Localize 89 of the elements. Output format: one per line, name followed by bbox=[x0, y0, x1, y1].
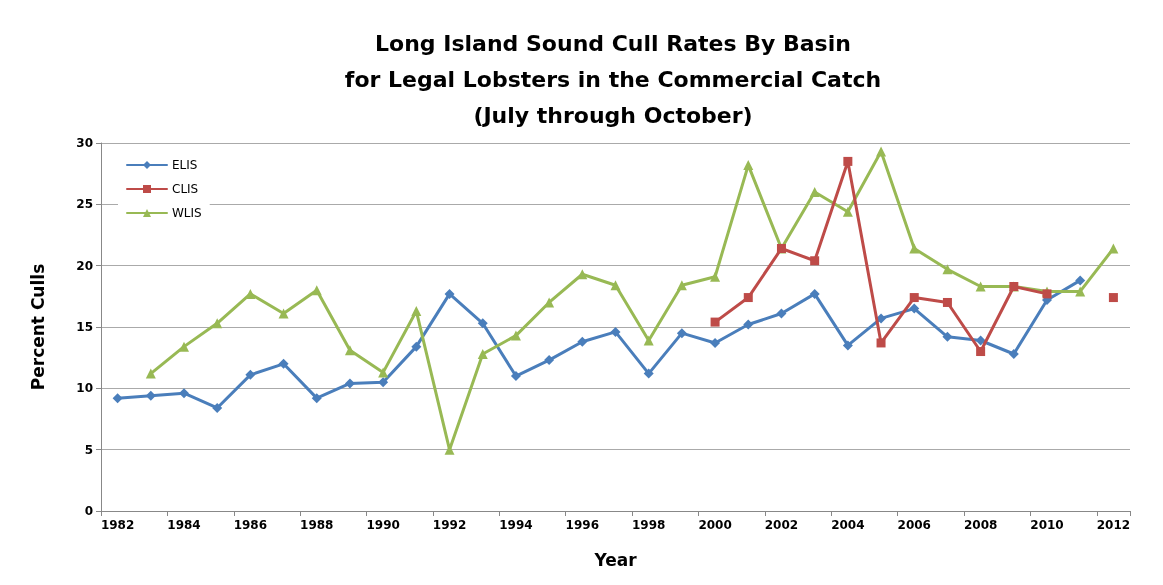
y-tick-label: 30 bbox=[76, 136, 93, 150]
point bbox=[676, 328, 687, 339]
point bbox=[942, 331, 953, 342]
point bbox=[344, 345, 355, 356]
point bbox=[976, 347, 986, 357]
legend-label: ELIS bbox=[172, 158, 198, 172]
point bbox=[942, 297, 952, 307]
point bbox=[444, 288, 455, 299]
point bbox=[809, 187, 820, 198]
point bbox=[676, 280, 687, 291]
point bbox=[411, 341, 422, 352]
point bbox=[776, 308, 787, 319]
point bbox=[842, 206, 853, 217]
y-tick-label: 20 bbox=[76, 258, 93, 273]
point bbox=[710, 271, 721, 282]
point bbox=[1108, 293, 1118, 303]
point bbox=[909, 303, 920, 314]
x-tick-label: 1992 bbox=[432, 518, 467, 532]
point bbox=[610, 280, 621, 291]
point bbox=[378, 377, 389, 388]
x-tick-label: 2004 bbox=[831, 518, 865, 532]
point bbox=[311, 285, 322, 296]
y-axis-title: Percent Culls bbox=[27, 263, 48, 391]
point bbox=[610, 326, 621, 337]
x-tick-label: 2012 bbox=[1096, 518, 1131, 532]
x-tick-label: 2008 bbox=[963, 518, 998, 532]
point bbox=[643, 368, 654, 379]
y-tick-label: 25 bbox=[76, 197, 93, 212]
x-tick-label: 1990 bbox=[366, 518, 400, 532]
point bbox=[477, 318, 488, 329]
chart-title: Long Island Sound Cull Rates By Basin for Legal Lobsters in the Commercial Catch (July through October) bbox=[344, 30, 882, 128]
point bbox=[809, 288, 820, 299]
point bbox=[278, 358, 289, 369]
point bbox=[810, 256, 820, 266]
point bbox=[510, 371, 521, 382]
point bbox=[743, 319, 754, 330]
point bbox=[1008, 348, 1019, 359]
point bbox=[975, 335, 986, 346]
point bbox=[942, 264, 953, 275]
point bbox=[1108, 243, 1119, 254]
point bbox=[477, 348, 488, 359]
point bbox=[876, 338, 886, 348]
point bbox=[411, 306, 422, 317]
x-tick-label: 1996 bbox=[565, 518, 600, 532]
x-tick-label: 1984 bbox=[167, 518, 201, 532]
y-tick-label: 10 bbox=[76, 381, 93, 396]
point bbox=[145, 390, 156, 401]
y-tick-label: 15 bbox=[76, 320, 93, 334]
x-tick-label: 2000 bbox=[698, 518, 732, 532]
x-tick-label: 2010 bbox=[1030, 518, 1064, 532]
point bbox=[643, 335, 654, 346]
point bbox=[344, 378, 355, 389]
point bbox=[1075, 286, 1086, 297]
x-tick-label: 2006 bbox=[897, 518, 931, 532]
point bbox=[378, 367, 389, 378]
x-tick-label: 1986 bbox=[233, 518, 268, 532]
point bbox=[909, 243, 920, 254]
point bbox=[743, 160, 754, 171]
x-tick-label: 1998 bbox=[631, 518, 666, 532]
legend-label: CLIS bbox=[172, 182, 199, 196]
point bbox=[544, 297, 555, 308]
point bbox=[909, 293, 919, 303]
point bbox=[710, 317, 720, 327]
point bbox=[212, 318, 223, 329]
x-tick-label: 2002 bbox=[764, 518, 799, 532]
point bbox=[577, 269, 588, 280]
point bbox=[510, 330, 521, 341]
point bbox=[1075, 275, 1086, 286]
x-tick-label: 1982 bbox=[100, 518, 135, 532]
legend-label: WLIS bbox=[172, 206, 202, 220]
point bbox=[245, 369, 256, 380]
point bbox=[843, 156, 853, 166]
y-tick-label: 0 bbox=[84, 504, 93, 518]
point bbox=[743, 293, 753, 303]
point bbox=[278, 308, 289, 319]
x-tick-label: 1988 bbox=[300, 518, 334, 532]
point bbox=[112, 393, 123, 404]
point bbox=[577, 336, 588, 347]
point bbox=[145, 368, 156, 379]
point bbox=[311, 393, 322, 404]
x-tick-label: 1994 bbox=[499, 518, 533, 532]
x-axis-title: Year bbox=[593, 549, 638, 570]
point bbox=[876, 146, 887, 157]
point bbox=[212, 402, 223, 413]
point bbox=[710, 337, 721, 348]
point bbox=[842, 340, 853, 351]
point bbox=[975, 281, 986, 292]
y-tick-label: 5 bbox=[84, 442, 93, 457]
point bbox=[544, 355, 555, 366]
